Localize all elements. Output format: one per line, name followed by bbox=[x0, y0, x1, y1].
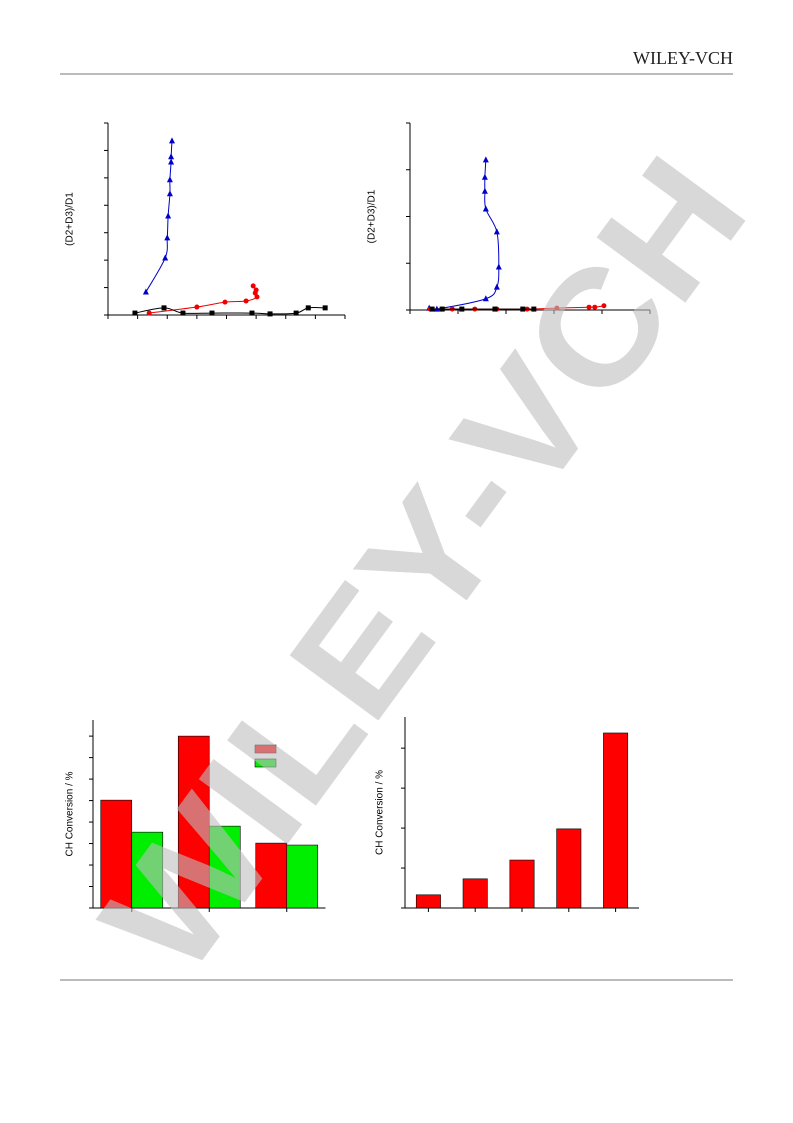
bar bbox=[131, 831, 164, 909]
marker bbox=[249, 310, 255, 316]
marker bbox=[531, 306, 537, 312]
marker bbox=[253, 287, 259, 293]
legend-swatch bbox=[254, 744, 277, 754]
marker bbox=[162, 254, 169, 261]
bar bbox=[100, 799, 133, 909]
bar bbox=[556, 828, 582, 909]
y-axis-label: (D2+D3)/D1 bbox=[65, 192, 76, 246]
bar bbox=[208, 825, 241, 909]
marker bbox=[168, 158, 175, 165]
marker bbox=[554, 305, 560, 311]
marker bbox=[520, 306, 526, 312]
marker bbox=[254, 294, 260, 300]
marker bbox=[493, 228, 500, 235]
bar bbox=[177, 735, 210, 909]
marker bbox=[305, 305, 311, 311]
marker bbox=[592, 304, 598, 310]
marker bbox=[493, 283, 500, 290]
marker bbox=[146, 310, 152, 316]
marker bbox=[132, 310, 138, 316]
marker bbox=[495, 263, 502, 270]
marker bbox=[161, 305, 167, 311]
marker bbox=[482, 295, 489, 302]
marker bbox=[165, 212, 172, 219]
bar bbox=[509, 859, 535, 909]
marker bbox=[222, 299, 228, 305]
marker bbox=[164, 234, 171, 241]
marker bbox=[439, 306, 445, 312]
marker bbox=[492, 306, 498, 312]
bar bbox=[286, 844, 319, 909]
marker bbox=[267, 311, 273, 317]
marker bbox=[482, 156, 489, 163]
y-axis-label: (D2+D3)/D1 bbox=[367, 189, 378, 243]
marker bbox=[601, 303, 607, 309]
marker bbox=[293, 310, 299, 316]
legend-swatch bbox=[254, 758, 277, 768]
marker bbox=[166, 176, 173, 183]
bar bbox=[603, 732, 629, 909]
marker bbox=[459, 306, 465, 312]
y-axis-label: CH Conversion / % bbox=[375, 770, 386, 855]
marker bbox=[243, 298, 249, 304]
marker bbox=[142, 288, 149, 295]
bar bbox=[415, 894, 441, 909]
bar bbox=[462, 878, 488, 909]
marker bbox=[250, 283, 256, 289]
marker bbox=[481, 173, 488, 180]
marker bbox=[166, 190, 173, 197]
marker bbox=[194, 304, 200, 310]
marker bbox=[168, 137, 175, 144]
figures: (D2+D3)/D1 (D2+D3)/D1 CH Conversion / % CH … bbox=[65, 122, 651, 912]
marker bbox=[180, 310, 186, 316]
marker bbox=[482, 205, 489, 212]
marker bbox=[209, 310, 215, 316]
marker bbox=[168, 153, 175, 160]
marker bbox=[429, 306, 435, 312]
marker bbox=[481, 187, 488, 194]
marker bbox=[322, 305, 328, 311]
marker bbox=[586, 304, 592, 310]
publisher-logo: WILEY-VCH bbox=[633, 48, 733, 68]
data-line bbox=[428, 159, 500, 311]
y-axis-label: CH Conversion / % bbox=[65, 771, 76, 856]
